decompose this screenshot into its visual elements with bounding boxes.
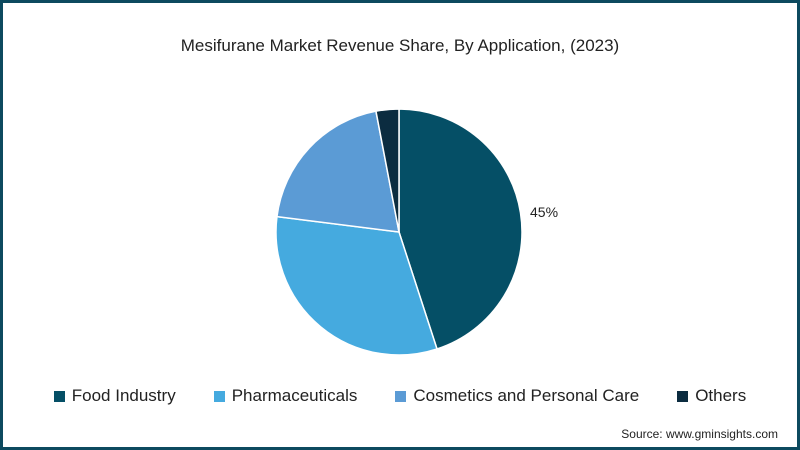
pie-slice-cosmetics-and-personal-care[interactable]: [276, 110, 400, 233]
data-label-food-industry: 45%: [530, 204, 558, 220]
legend-item-pharmaceuticals[interactable]: Pharmaceuticals: [213, 386, 358, 406]
source-note: Source: www.gminsights.com: [621, 427, 778, 441]
legend-label: Food Industry: [71, 386, 176, 405]
legend: Food Industry Pharmaceuticals Cosmetics …: [0, 386, 800, 406]
legend-label: Cosmetics and Personal Care: [413, 386, 640, 405]
pie-slice-others[interactable]: [375, 108, 400, 233]
legend-item-food-industry[interactable]: Food Industry: [53, 386, 176, 406]
legend-item-others[interactable]: Others: [677, 386, 746, 406]
legend-swatch-icon: [53, 390, 65, 402]
legend-swatch-icon: [213, 390, 225, 402]
legend-label: Pharmaceuticals: [231, 386, 358, 405]
legend-item-cosmetics[interactable]: Cosmetics and Personal Care: [395, 386, 639, 406]
chart-title: Mesifurane Market Revenue Share, By Appl…: [180, 36, 620, 55]
pie-slice-pharmaceuticals[interactable]: [275, 215, 438, 356]
pie-slice-food-industry[interactable]: [398, 108, 523, 350]
pie-slices: [275, 108, 523, 356]
legend-swatch-icon: [395, 390, 407, 402]
legend-swatch-icon: [677, 390, 689, 402]
legend-label: Others: [695, 386, 747, 405]
